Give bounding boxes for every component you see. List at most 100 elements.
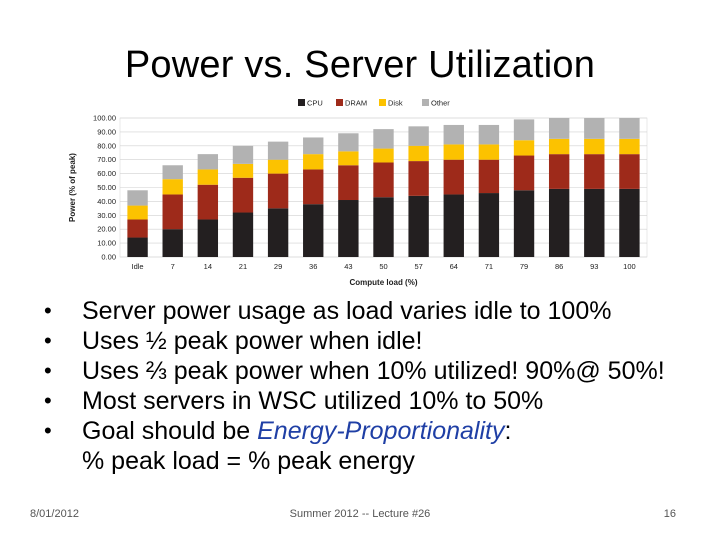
- bar-segment-cpu: [267, 208, 289, 257]
- bullet-dot-icon: •: [44, 418, 52, 443]
- x-tick-label: 86: [555, 262, 563, 271]
- bar-segment-dram: [197, 184, 219, 220]
- legend-swatch-other: [422, 99, 429, 106]
- bar-segment-other: [548, 118, 570, 139]
- bar-segment-dram: [232, 177, 254, 213]
- x-tick-label: 50: [379, 262, 387, 271]
- bullet-text-before: Goal should be: [82, 417, 258, 445]
- legend-label: CPU: [307, 99, 323, 108]
- y-tick-label: 40.00: [97, 197, 116, 206]
- bar-segment-disk: [232, 163, 254, 178]
- x-tick-label: 79: [520, 262, 528, 271]
- bar-segment-disk: [267, 159, 289, 174]
- bar-segment-dram: [338, 165, 359, 201]
- x-tick-label: 36: [309, 262, 317, 271]
- bar-segment-dram: [373, 162, 394, 198]
- y-axis-label: Power (% of peak): [68, 153, 77, 222]
- y-tick-label: 60.00: [97, 169, 116, 178]
- bar-segment-other: [373, 129, 394, 149]
- bullet-item: • Goal should be Energy-Proportionality:%…: [44, 416, 720, 476]
- bar-segment-disk: [162, 179, 183, 195]
- bar-segment-dram: [619, 154, 640, 189]
- bar-segment-other: [232, 145, 254, 164]
- bar-segment-dram: [584, 154, 605, 189]
- stacked-bar-chart: 0.00 10.00 20.00 30.00 40.00 50.00 60.00 70.00 8…: [68, 99, 648, 287]
- bar-segment-disk: [584, 138, 605, 155]
- bar-segment-disk: [443, 144, 464, 160]
- bullet-item: • Uses ⅔ peak power when 10% utilized! 90…: [44, 356, 720, 386]
- legend-swatch-cpu: [298, 99, 305, 106]
- bar-segment-cpu: [232, 212, 254, 257]
- bar-segment-dram: [478, 159, 500, 194]
- bar-segment-disk: [548, 138, 570, 155]
- bar-segment-dram: [127, 219, 148, 238]
- bullet-dot-icon: •: [44, 388, 52, 413]
- bar-segment-cpu: [162, 229, 183, 257]
- bar-segment-disk: [373, 148, 394, 163]
- bar-segment-other: [162, 165, 183, 180]
- bar-segment-other: [478, 124, 500, 145]
- bar-segment-disk: [513, 140, 535, 156]
- bar-segment-other: [338, 133, 359, 152]
- bar-segment-cpu: [513, 190, 535, 257]
- bullet-dot-icon: •: [44, 328, 52, 353]
- bullet-item: • Uses ½ peak power when idle!: [44, 326, 720, 356]
- bar-segment-cpu: [197, 219, 219, 257]
- bullet-list: • Server power usage as load varies idle …: [44, 296, 720, 476]
- y-tick-label: 80.00: [97, 141, 116, 150]
- x-tick-label: 14: [204, 262, 212, 271]
- bar-segment-dram: [267, 173, 289, 209]
- bar-segment-disk: [197, 169, 219, 185]
- bullet-subline: % peak load = % peak energy: [82, 447, 415, 475]
- bar-segment-disk: [408, 145, 429, 162]
- bar-segment-disk: [478, 144, 500, 160]
- bar-segment-dram: [513, 155, 535, 191]
- bar-segment-dram: [548, 154, 570, 189]
- bar-segment-cpu: [478, 193, 500, 257]
- bar-segment-dram: [303, 169, 324, 205]
- bar-segment-other: [267, 141, 289, 160]
- bar-segment-disk: [127, 205, 148, 220]
- bar-segment-other: [584, 118, 605, 139]
- bar-segment-other: [127, 190, 148, 206]
- bar-segment-dram: [443, 159, 464, 195]
- x-tick-label: 29: [274, 262, 282, 271]
- y-tick-label: 100.00: [93, 114, 116, 123]
- bar-segment-disk: [338, 151, 359, 166]
- bar-segment-other: [408, 126, 429, 146]
- y-tick-label: 30.00: [97, 211, 116, 220]
- bullet-dot-icon: •: [44, 358, 52, 383]
- bar-segment-cpu: [548, 188, 570, 257]
- bullet-emphasis: Energy-Proportionality: [257, 417, 505, 445]
- x-tick-label: 7: [171, 262, 175, 271]
- y-tick-label: 20.00: [97, 225, 116, 234]
- bar-segment-other: [303, 137, 324, 155]
- x-tick-label: 71: [485, 262, 493, 271]
- legend-swatch-disk: [379, 99, 386, 106]
- bar-segment-cpu: [443, 194, 464, 257]
- y-tick-label: 70.00: [97, 155, 116, 164]
- x-tick-label: Idle: [132, 262, 144, 271]
- footer-page-number: 16: [663, 508, 676, 520]
- bullet-item: • Server power usage as load varies idle …: [44, 296, 720, 326]
- y-tick-label: 0.00: [101, 253, 116, 262]
- bullet-dot-icon: •: [44, 298, 52, 323]
- bullet-item: • Most servers in WSC utilized 10% to 50%: [44, 386, 720, 416]
- footer-lecture: Summer 2012 -- Lecture #26: [289, 508, 431, 520]
- bar-segment-cpu: [408, 195, 429, 257]
- bar-segment-disk: [619, 138, 640, 155]
- bar-segment-other: [513, 119, 535, 141]
- x-tick-label: 21: [239, 262, 247, 271]
- bar-segment-other: [197, 154, 219, 170]
- x-tick-label: 64: [450, 262, 458, 271]
- x-axis-label: Compute load (%): [350, 278, 418, 287]
- y-tick-label: 10.00: [97, 239, 116, 248]
- legend-label: Disk: [388, 99, 403, 108]
- x-tick-label: 43: [344, 262, 352, 271]
- x-tick-label: 100: [623, 262, 636, 271]
- bar-segment-cpu: [303, 204, 324, 257]
- legend-label: Other: [431, 99, 450, 108]
- bullet-text: Server power usage as load varies idle t…: [82, 297, 612, 325]
- bar-segment-cpu: [373, 197, 394, 257]
- bullet-text: Uses ½ peak power when idle!: [82, 327, 423, 355]
